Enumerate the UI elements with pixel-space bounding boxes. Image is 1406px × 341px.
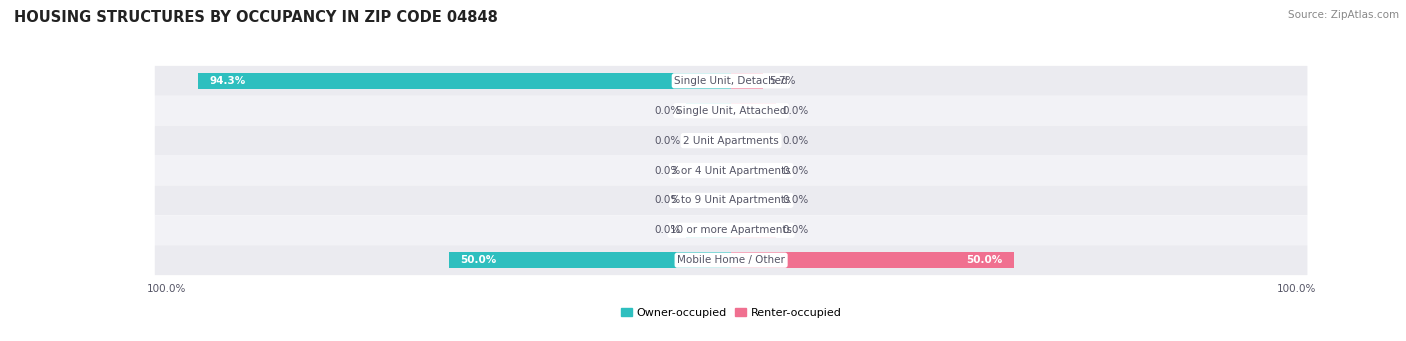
FancyBboxPatch shape: [155, 216, 1308, 245]
Text: 0.0%: 0.0%: [782, 165, 808, 176]
Text: 0.0%: 0.0%: [782, 136, 808, 146]
Text: 0.0%: 0.0%: [782, 225, 808, 235]
FancyBboxPatch shape: [155, 66, 1308, 96]
Bar: [731, 223, 776, 238]
FancyBboxPatch shape: [155, 245, 1308, 275]
Bar: [686, 103, 731, 118]
FancyBboxPatch shape: [155, 125, 1308, 155]
Bar: [198, 73, 731, 89]
FancyBboxPatch shape: [155, 155, 1308, 186]
Text: 0.0%: 0.0%: [782, 195, 808, 205]
Bar: [731, 133, 776, 148]
Bar: [731, 103, 776, 118]
Legend: Owner-occupied, Renter-occupied: Owner-occupied, Renter-occupied: [616, 303, 846, 322]
FancyBboxPatch shape: [155, 186, 1308, 216]
Text: Single Unit, Detached: Single Unit, Detached: [675, 76, 787, 86]
Text: 0.0%: 0.0%: [654, 195, 681, 205]
Text: Mobile Home / Other: Mobile Home / Other: [678, 255, 785, 265]
Bar: [686, 163, 731, 178]
Text: 50.0%: 50.0%: [966, 255, 1002, 265]
Bar: [731, 252, 1014, 268]
Bar: [686, 193, 731, 208]
Text: 0.0%: 0.0%: [654, 106, 681, 116]
Text: 3 or 4 Unit Apartments: 3 or 4 Unit Apartments: [671, 165, 792, 176]
Text: 0.0%: 0.0%: [654, 136, 681, 146]
Text: 0.0%: 0.0%: [654, 165, 681, 176]
Bar: [731, 73, 763, 89]
Bar: [731, 193, 776, 208]
Bar: [686, 133, 731, 148]
Text: 2 Unit Apartments: 2 Unit Apartments: [683, 136, 779, 146]
Bar: [731, 163, 776, 178]
Text: 5.7%: 5.7%: [769, 76, 796, 86]
Bar: [686, 223, 731, 238]
Text: Source: ZipAtlas.com: Source: ZipAtlas.com: [1288, 10, 1399, 20]
Text: 5 to 9 Unit Apartments: 5 to 9 Unit Apartments: [672, 195, 790, 205]
Text: 50.0%: 50.0%: [460, 255, 496, 265]
Text: 0.0%: 0.0%: [654, 225, 681, 235]
Text: 10 or more Apartments: 10 or more Apartments: [671, 225, 792, 235]
Text: HOUSING STRUCTURES BY OCCUPANCY IN ZIP CODE 04848: HOUSING STRUCTURES BY OCCUPANCY IN ZIP C…: [14, 10, 498, 25]
Text: 0.0%: 0.0%: [782, 106, 808, 116]
Bar: [449, 252, 731, 268]
FancyBboxPatch shape: [155, 96, 1308, 125]
Text: 94.3%: 94.3%: [209, 76, 246, 86]
Text: Single Unit, Attached: Single Unit, Attached: [676, 106, 786, 116]
